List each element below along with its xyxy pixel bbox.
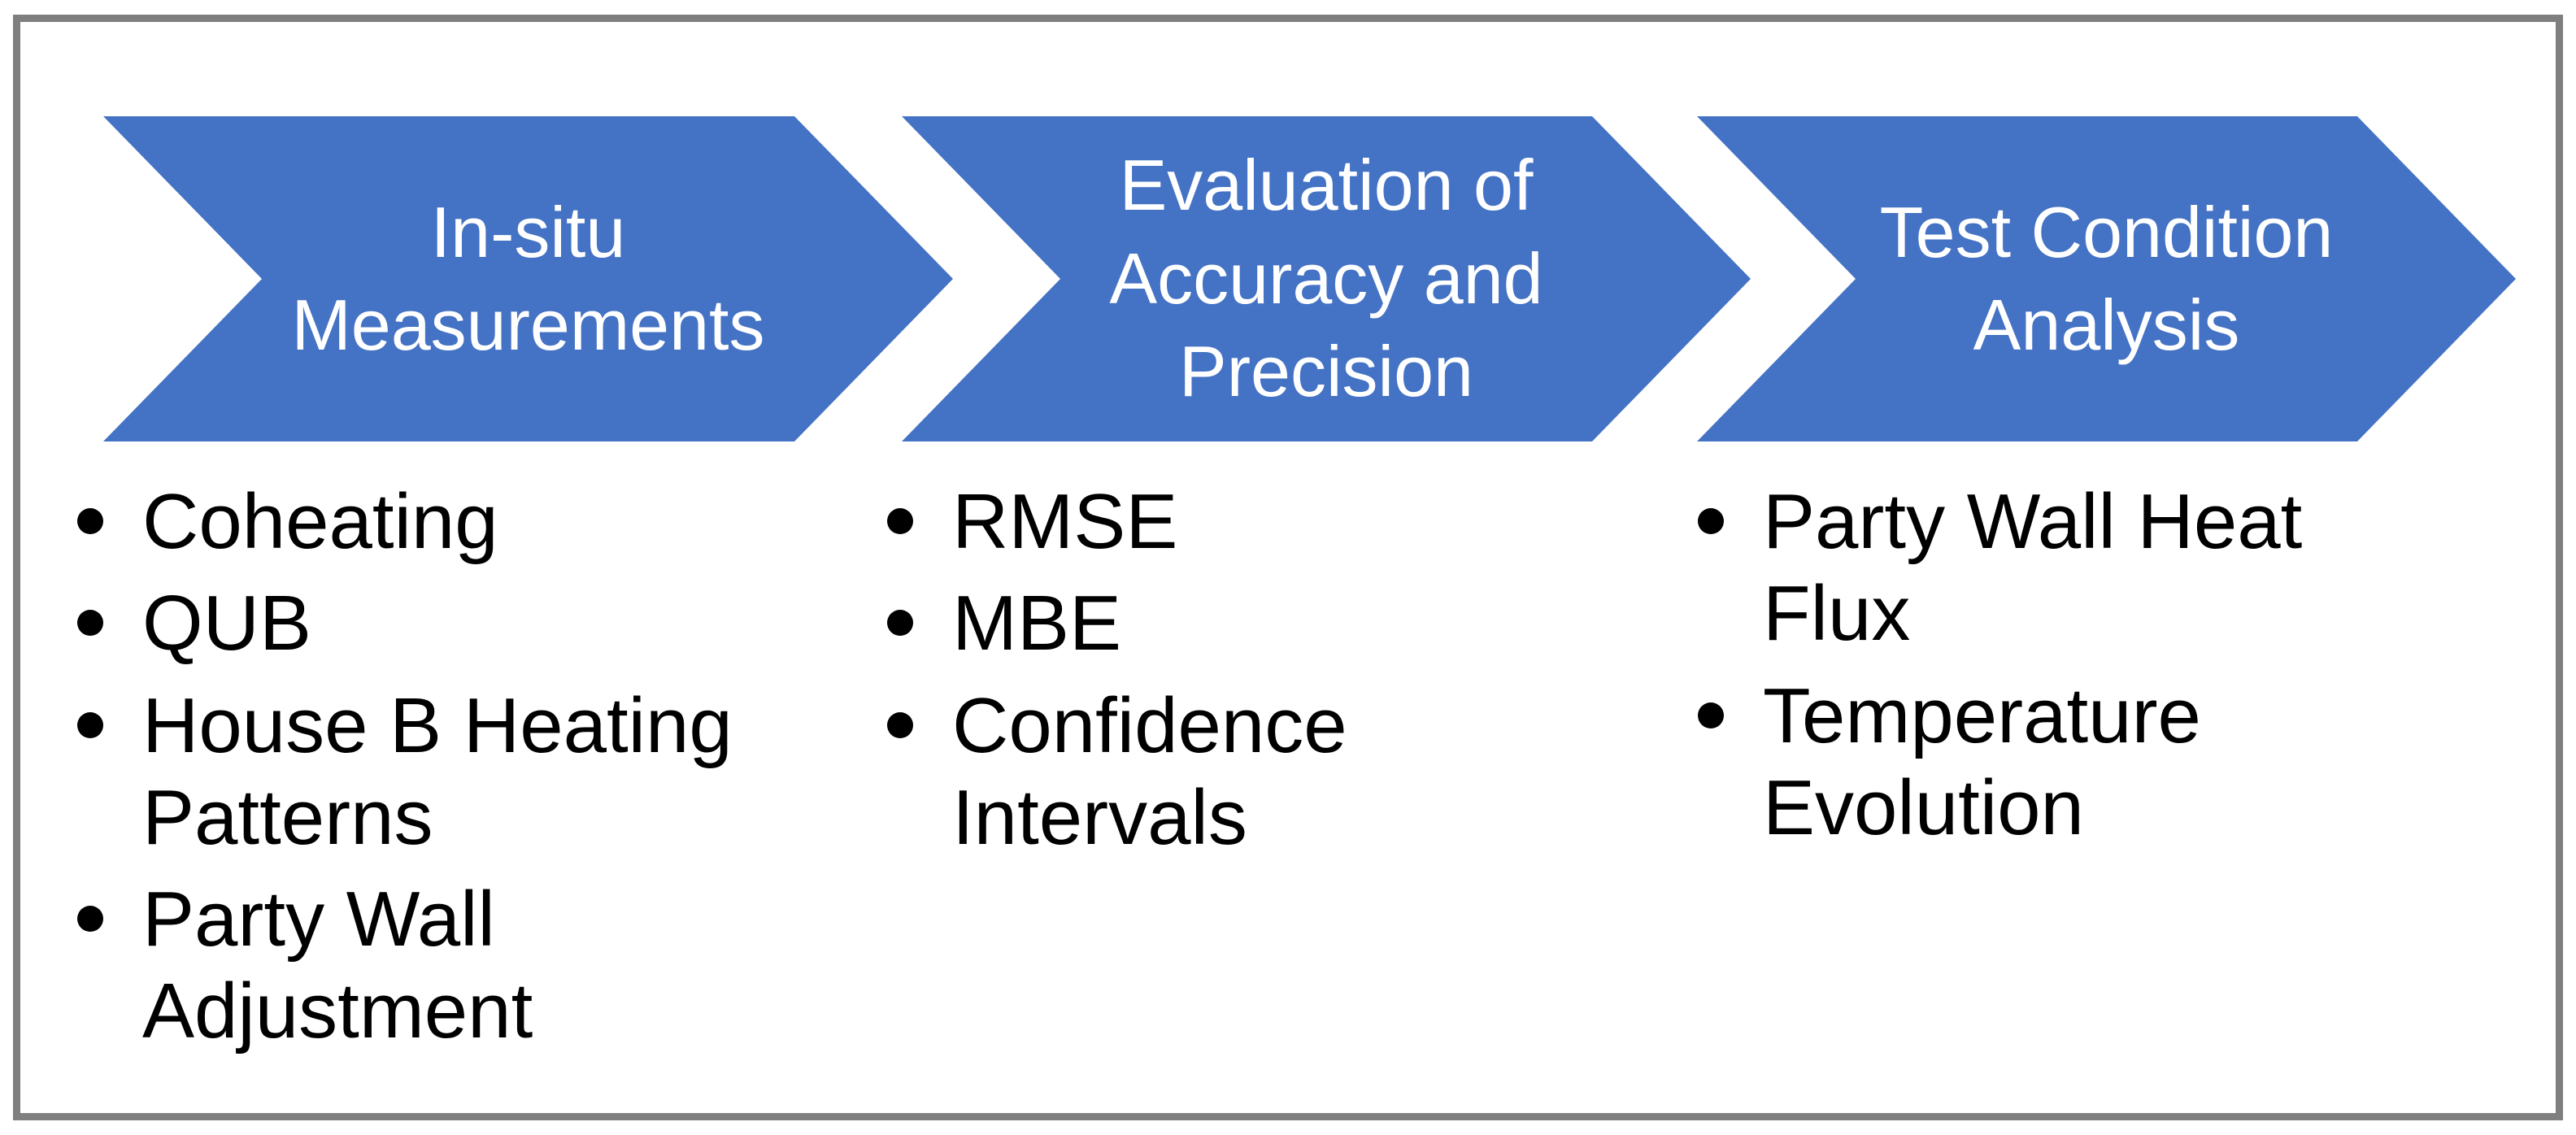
bullet-item-label: Party Wall Heat Flux — [1763, 478, 2303, 658]
chevron-step-2-title: Evaluation of Accuracy and Precision — [1109, 145, 1543, 412]
bullet-item: MBE — [887, 577, 1660, 669]
bullet-dot-icon — [1698, 508, 1724, 534]
step-2-bullet-list: RMSE MBE Confidence Intervals — [887, 476, 1660, 873]
bullet-item-label: Confidence Intervals — [952, 681, 1347, 861]
chevron-step-1-title: In-situ Measurements — [291, 191, 765, 365]
bullet-item-label: RMSE — [952, 478, 1178, 565]
bullet-item: Coheating — [77, 476, 850, 568]
bullet-dot-icon — [77, 610, 103, 637]
bullet-item: Temperature Evolution — [1698, 670, 2470, 855]
bullet-item: QUB — [77, 577, 850, 669]
bullet-item: Confidence Intervals — [887, 680, 1660, 864]
chevron-step-3: Test Condition Analysis — [1697, 116, 2516, 441]
bullet-item: House B Heating Patterns — [77, 680, 850, 864]
step-3-bullet-list: Party Wall Heat Flux Temperature Evoluti… — [1698, 476, 2470, 863]
bullet-dot-icon — [77, 711, 103, 738]
bullet-item-label: MBE — [952, 580, 1122, 668]
bullet-item: Party Wall Heat Flux — [1698, 476, 2470, 660]
bullet-dot-icon — [887, 711, 913, 738]
bullet-item-label: QUB — [142, 580, 312, 668]
bullet-item: RMSE — [887, 476, 1660, 568]
bullet-dot-icon — [887, 610, 913, 637]
bullet-dot-icon — [77, 906, 103, 933]
chevron-step-1: In-situ Measurements — [103, 116, 953, 441]
bullet-item: Party Wall Adjustment — [77, 873, 850, 1058]
bullet-item-label: Temperature Evolution — [1763, 672, 2201, 851]
bullet-dot-icon — [1698, 702, 1724, 728]
bullet-dot-icon — [77, 508, 103, 534]
chevron-step-3-title: Test Condition Analysis — [1879, 191, 2334, 365]
bullet-item-label: Coheating — [142, 478, 498, 565]
bullet-dot-icon — [887, 508, 913, 534]
step-1-bullet-list: Coheating QUB House B Heating Patterns P… — [77, 476, 850, 1068]
bullet-item-label: House B Heating Patterns — [142, 681, 733, 861]
bullet-item-label: Party Wall Adjustment — [142, 876, 533, 1055]
